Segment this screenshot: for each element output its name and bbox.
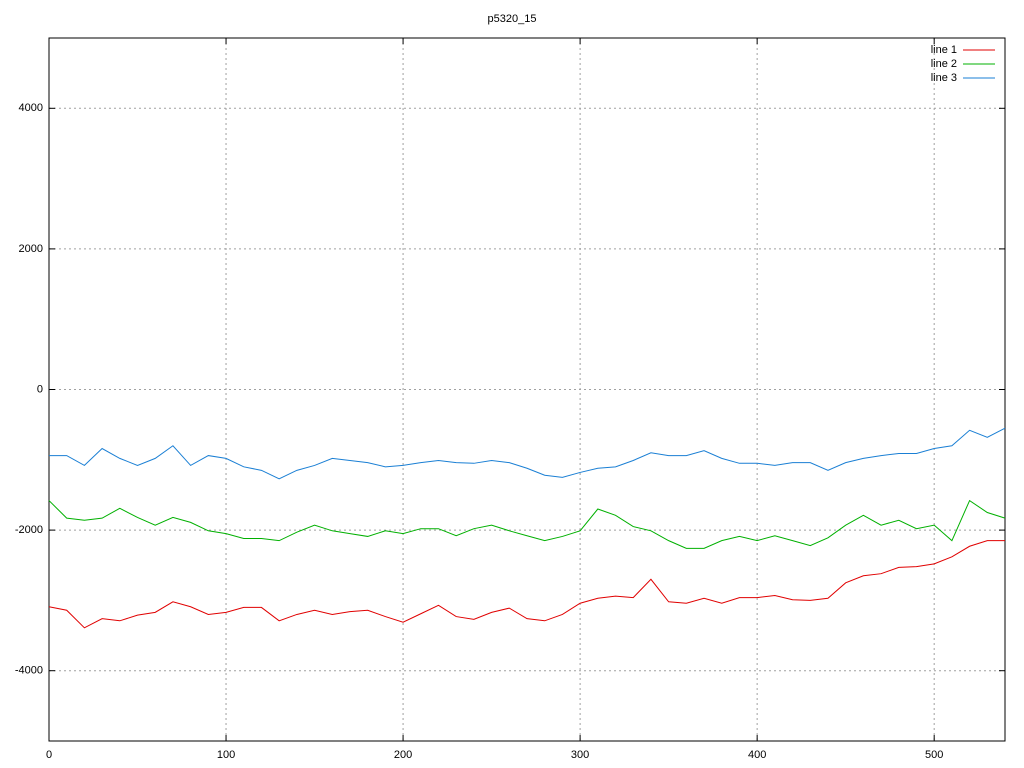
x-tick-label: 300 bbox=[571, 749, 589, 761]
y-tick-label: 2000 bbox=[19, 243, 43, 255]
data-line bbox=[48, 499, 1006, 549]
legend-label: line 3 bbox=[931, 72, 957, 84]
x-tick-label: 0 bbox=[46, 749, 52, 761]
legend-label: line 1 bbox=[931, 44, 957, 56]
data-line bbox=[49, 427, 1006, 480]
y-tick-label: -4000 bbox=[15, 665, 43, 677]
x-tick-label: 500 bbox=[925, 749, 943, 761]
x-tick-label: 400 bbox=[748, 749, 766, 761]
y-tick-label: 4000 bbox=[19, 102, 43, 114]
y-tick-label: 0 bbox=[37, 383, 43, 395]
x-tick-label: 200 bbox=[394, 749, 412, 761]
y-tick-label: -2000 bbox=[15, 524, 43, 536]
legend-label: line 2 bbox=[931, 58, 957, 70]
plot-frame bbox=[48, 37, 1006, 742]
data-line bbox=[48, 540, 1005, 629]
chart-title: p5320_15 bbox=[488, 13, 537, 25]
x-tick-label: 100 bbox=[217, 749, 235, 761]
